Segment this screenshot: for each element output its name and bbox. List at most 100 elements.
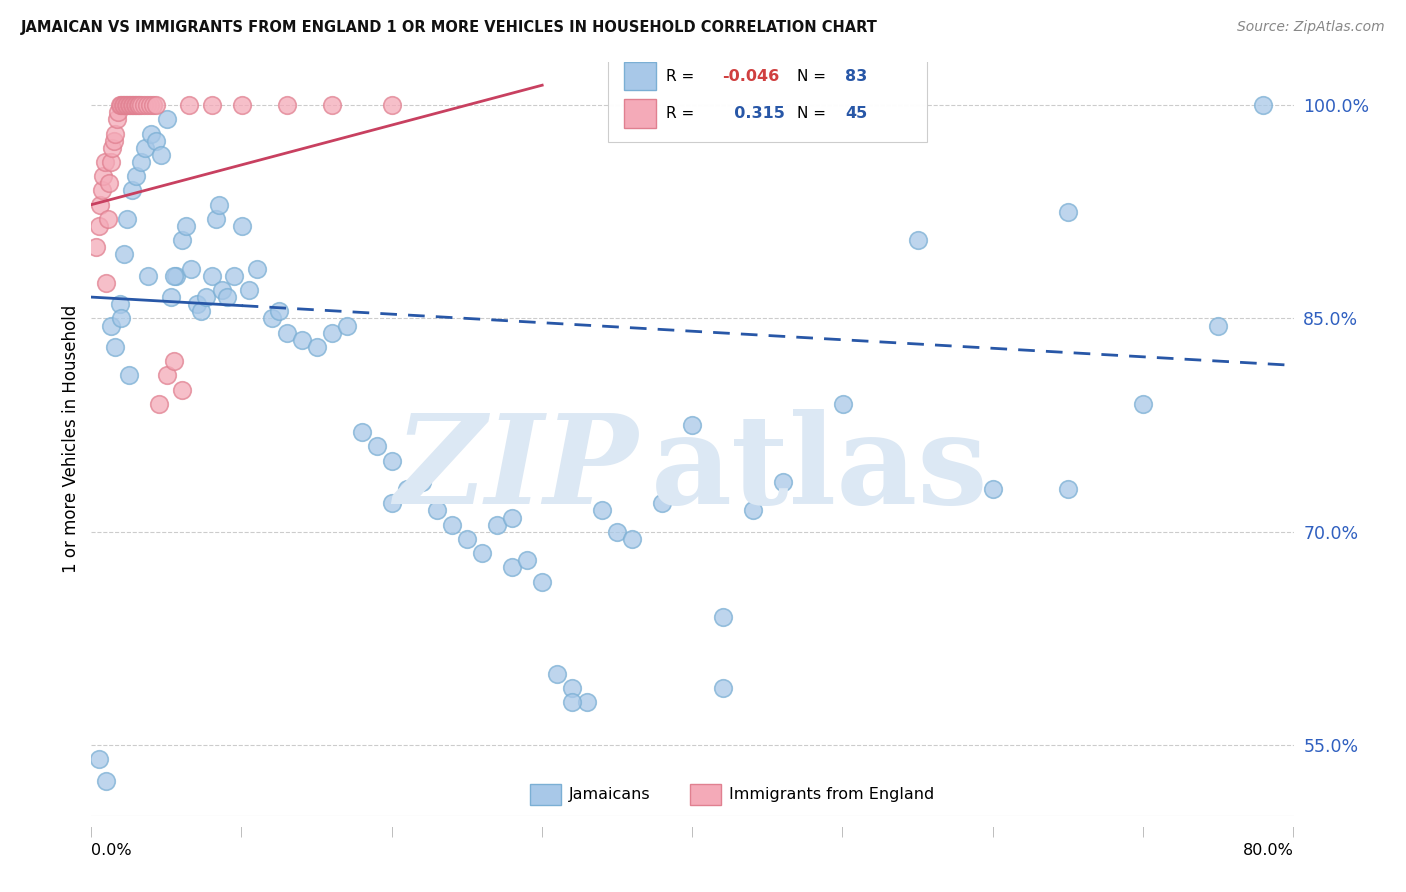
Point <box>132 98 155 112</box>
Point <box>93 169 115 184</box>
Point <box>118 368 141 383</box>
Point <box>1057 204 1080 219</box>
Point <box>276 98 298 112</box>
Point <box>138 268 160 283</box>
Point <box>101 141 124 155</box>
Bar <box>690 784 721 805</box>
Point <box>621 532 644 546</box>
Point <box>238 283 260 297</box>
Point <box>411 475 433 489</box>
Point <box>96 773 118 788</box>
Point <box>501 510 523 524</box>
Point <box>170 383 193 397</box>
Text: |: | <box>240 827 243 838</box>
Text: |: | <box>391 827 394 838</box>
Point <box>117 211 139 226</box>
Point <box>160 290 183 304</box>
Point <box>561 695 583 709</box>
Point <box>381 496 404 510</box>
Point <box>121 183 143 197</box>
Point <box>305 340 328 354</box>
Point <box>125 98 148 112</box>
Point <box>576 695 599 709</box>
Point <box>711 681 734 696</box>
Point <box>651 496 673 510</box>
Point <box>190 304 212 318</box>
FancyBboxPatch shape <box>609 47 927 142</box>
Point <box>134 141 156 155</box>
Text: Source: ZipAtlas.com: Source: ZipAtlas.com <box>1237 20 1385 34</box>
Point <box>141 127 163 141</box>
Point <box>129 98 152 112</box>
Point <box>546 667 568 681</box>
Point <box>122 98 145 112</box>
Point <box>291 333 314 347</box>
Point <box>124 98 146 112</box>
Text: Immigrants from England: Immigrants from England <box>728 787 934 802</box>
Point <box>741 503 763 517</box>
Point <box>177 98 200 112</box>
Point <box>114 247 136 261</box>
Point <box>94 155 117 169</box>
Point <box>170 233 193 247</box>
Point <box>145 134 167 148</box>
Point <box>180 261 202 276</box>
Point <box>772 475 794 489</box>
Point <box>215 290 238 304</box>
Point <box>350 425 373 440</box>
Point <box>118 98 141 112</box>
Point <box>103 134 125 148</box>
Text: |: | <box>1142 827 1144 838</box>
Point <box>108 297 131 311</box>
Point <box>87 219 110 233</box>
Text: 83: 83 <box>845 69 868 84</box>
Point <box>139 98 162 112</box>
Point <box>336 318 359 333</box>
Point <box>224 268 246 283</box>
Point <box>561 681 583 696</box>
Point <box>501 560 523 574</box>
Point <box>127 98 149 112</box>
Point <box>100 318 122 333</box>
Point <box>174 219 197 233</box>
Point <box>246 261 269 276</box>
Point <box>129 155 152 169</box>
Point <box>381 98 404 112</box>
Point <box>486 517 509 532</box>
Point <box>90 183 112 197</box>
Point <box>516 553 538 567</box>
Point <box>97 211 120 226</box>
Point <box>441 517 464 532</box>
Point <box>89 197 111 211</box>
Point <box>981 482 1004 496</box>
Point <box>395 482 418 496</box>
Point <box>96 276 118 290</box>
Point <box>121 98 143 112</box>
Point <box>125 169 148 184</box>
Point <box>163 268 186 283</box>
Point <box>115 98 138 112</box>
Point <box>201 268 224 283</box>
Point <box>136 98 159 112</box>
Point <box>366 439 388 453</box>
Point <box>201 98 224 112</box>
Point <box>110 311 132 326</box>
Point <box>907 233 929 247</box>
Text: R =: R = <box>666 69 699 84</box>
Point <box>831 397 853 411</box>
Point <box>165 268 187 283</box>
Text: |: | <box>1292 827 1295 838</box>
Text: |: | <box>841 827 845 838</box>
Point <box>87 752 110 766</box>
Point <box>128 98 150 112</box>
Point <box>321 326 343 340</box>
Point <box>155 368 177 383</box>
Text: JAMAICAN VS IMMIGRANTS FROM ENGLAND 1 OR MORE VEHICLES IN HOUSEHOLD CORRELATION : JAMAICAN VS IMMIGRANTS FROM ENGLAND 1 OR… <box>21 20 877 35</box>
Point <box>100 155 122 169</box>
Text: |: | <box>90 827 93 838</box>
Point <box>110 98 132 112</box>
Point <box>111 98 134 112</box>
Point <box>104 340 127 354</box>
Point <box>205 211 228 226</box>
Point <box>456 532 478 546</box>
